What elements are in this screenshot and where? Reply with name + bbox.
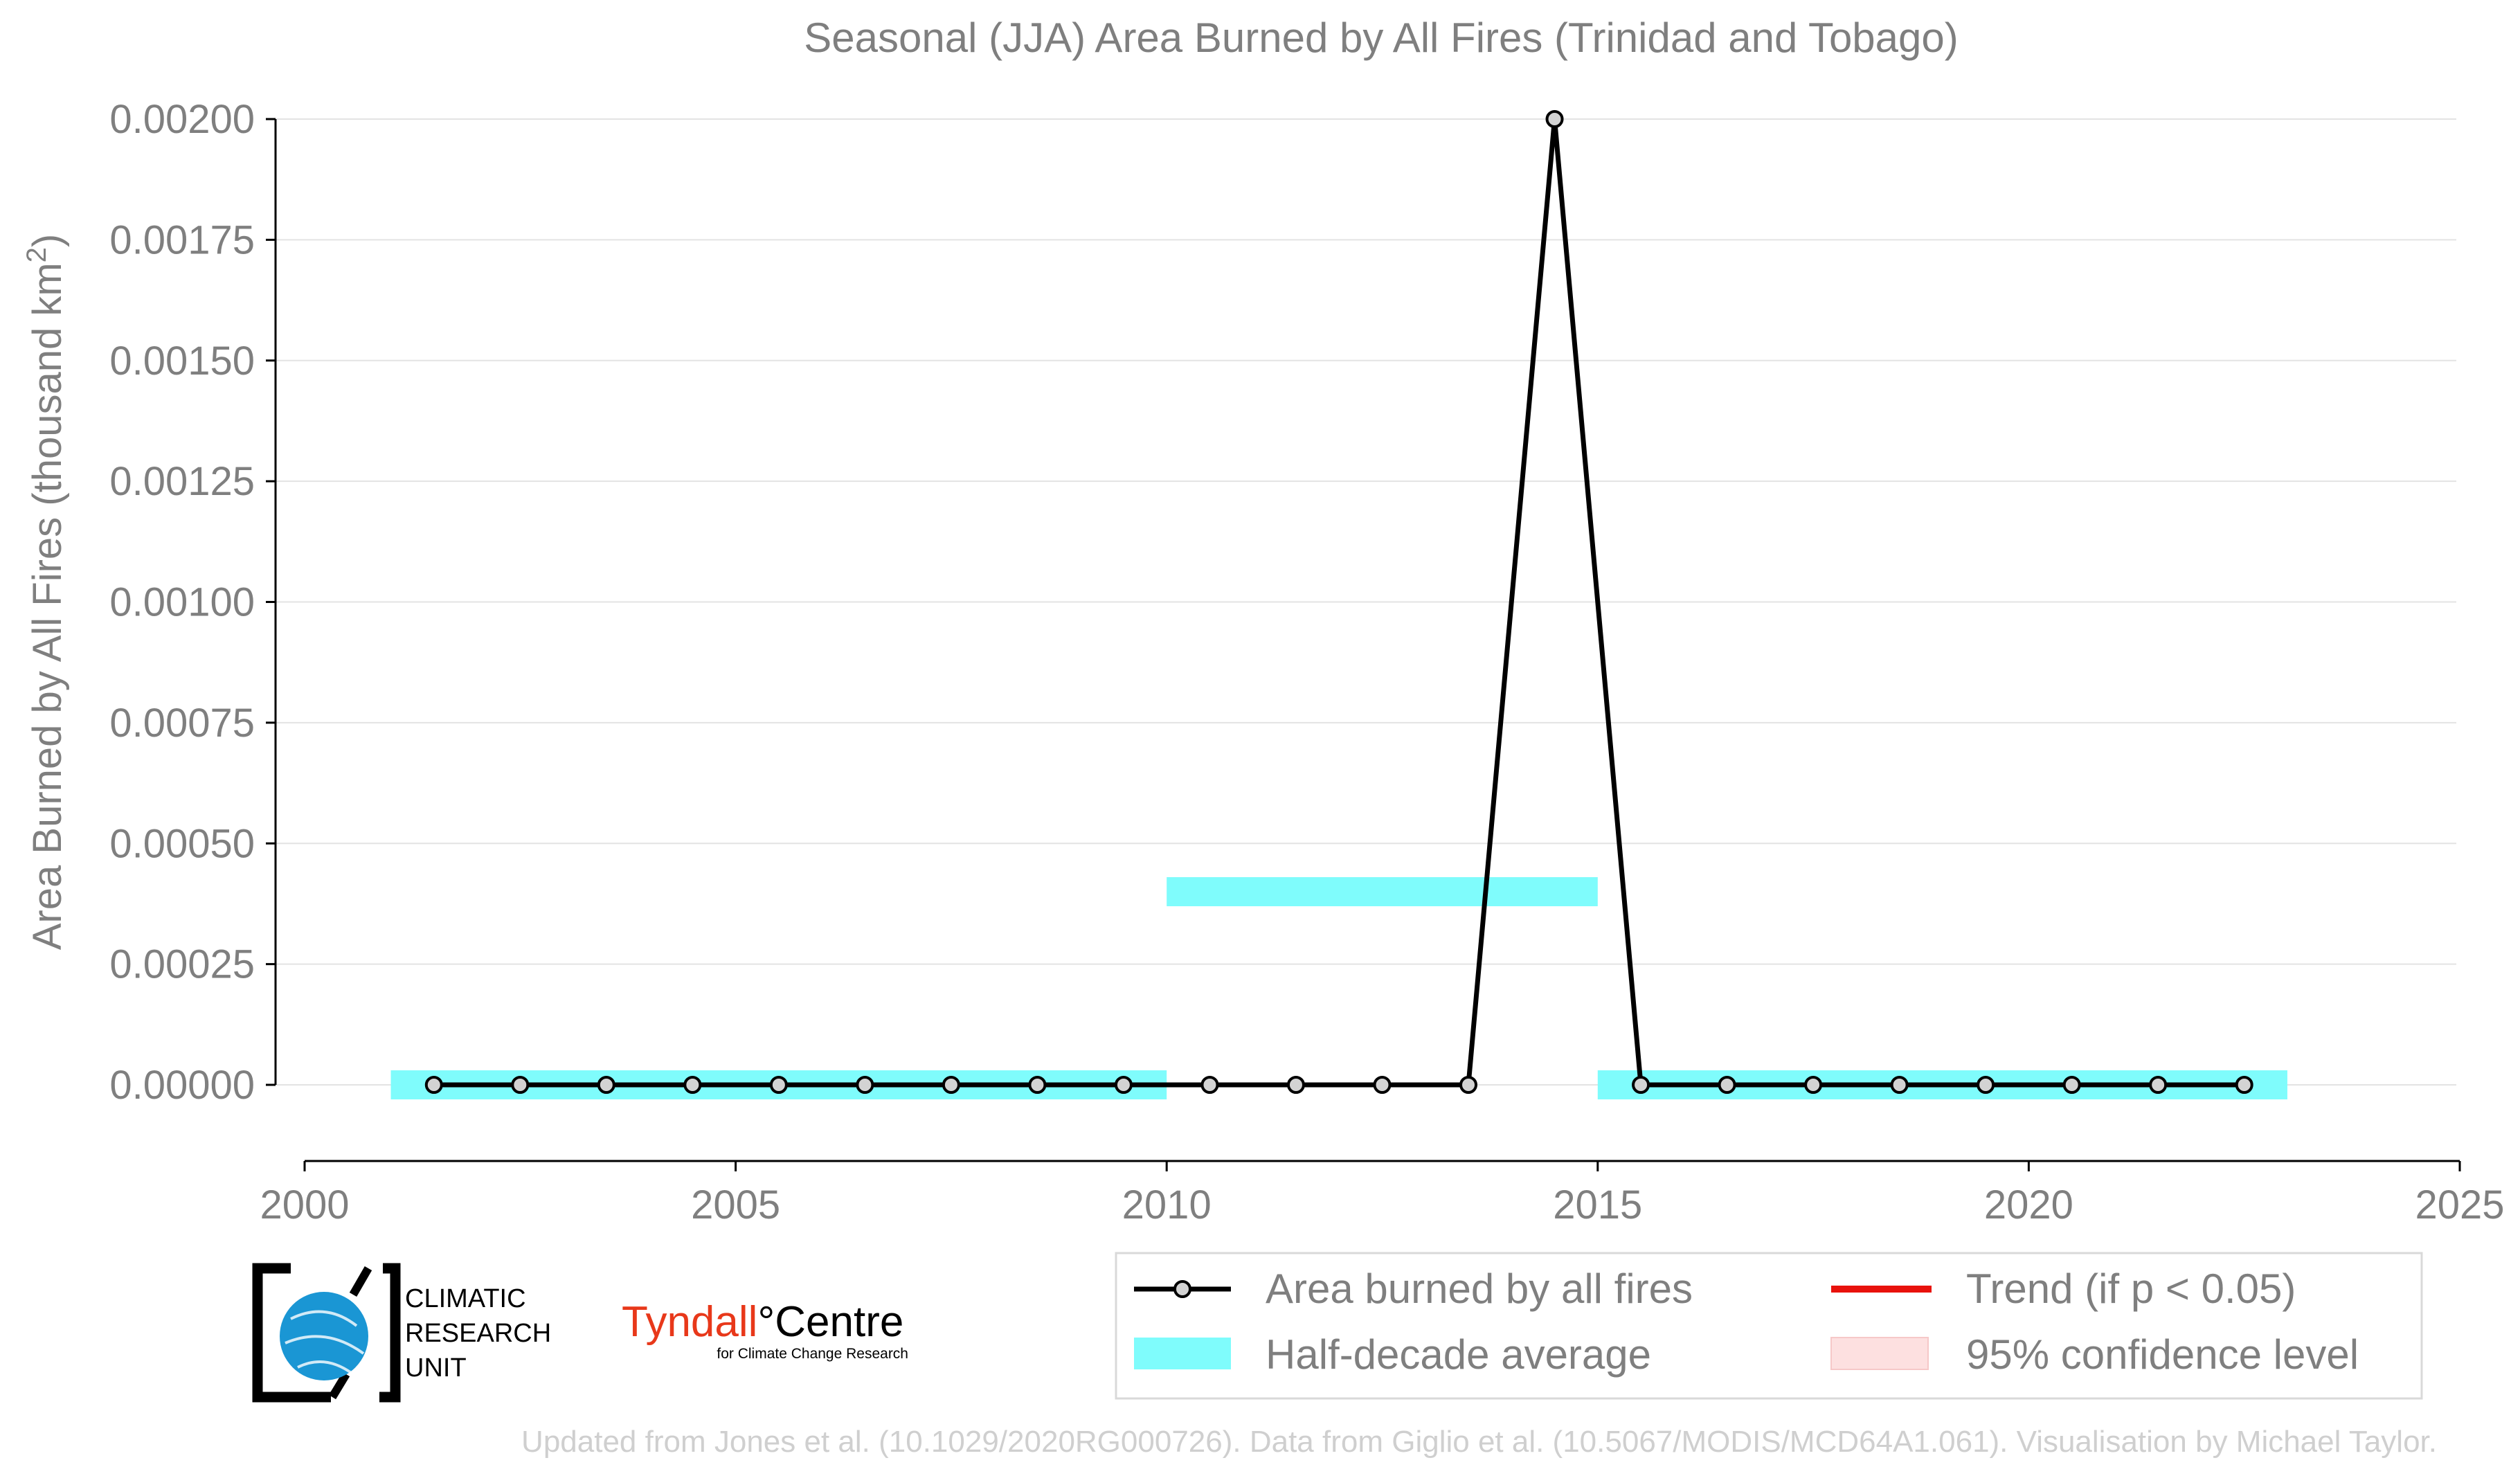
- x-tick-label: 2000: [260, 1182, 349, 1227]
- y-tick-label: 0.00175: [109, 217, 255, 262]
- data-point: [1545, 110, 1564, 128]
- x-tick-label: 2020: [1984, 1182, 2073, 1227]
- y-axis-ticks: 0.00000 0.00025 0.00050 0.00075 0.00100 0.001…: [109, 97, 276, 1108]
- x-tick-label: 2010: [1122, 1182, 1212, 1227]
- legend-box: [1115, 1252, 2423, 1400]
- data-point: [942, 1076, 960, 1094]
- x-tick-label: 2005: [691, 1182, 780, 1227]
- data-point: [1373, 1076, 1392, 1094]
- data-point: [769, 1076, 788, 1094]
- data-point: [1718, 1076, 1736, 1094]
- y-axis-label-superscript: 2: [21, 247, 52, 262]
- y-tick-label: 0.00050: [109, 821, 255, 866]
- y-tick-label: 0.00025: [109, 942, 255, 987]
- data-point: [511, 1076, 530, 1094]
- legend-label-half-decade: Half-decade average: [1266, 1331, 1651, 1378]
- legend-swatch-half-decade: [1134, 1338, 1231, 1369]
- data-point: [597, 1076, 615, 1094]
- tyndall-logo: Tyndall°Centre for Climate Change Resear…: [622, 1298, 908, 1362]
- data-point: [424, 1076, 443, 1094]
- data-point: [1977, 1076, 1995, 1094]
- y-tick-label: 0.00125: [109, 459, 255, 504]
- y-tick-label: 0.00075: [109, 701, 255, 746]
- y-tick-label: 0.00100: [109, 580, 255, 625]
- half-decade-average-bands: [390, 877, 2287, 1099]
- x-tick-label: 2015: [1553, 1182, 1642, 1227]
- data-point: [683, 1076, 702, 1094]
- data-point: [1028, 1076, 1047, 1094]
- data-point: [856, 1076, 874, 1094]
- y-axis-label-close: ): [25, 234, 70, 247]
- data-point: [1890, 1076, 1909, 1094]
- gridlines: [276, 118, 2456, 1086]
- data-point: [1286, 1076, 1305, 1094]
- cru-logo-bracket-left: [252, 1263, 331, 1403]
- data-point: [2062, 1076, 2081, 1094]
- legend-label-trend: Trend (if p < 0.05): [1966, 1266, 2296, 1312]
- cru-logo: CLIMATIC RESEARCH UNIT: [252, 1263, 551, 1403]
- data-point: [1200, 1076, 1219, 1094]
- legend-label-confidence: 95% confidence level: [1966, 1331, 2359, 1378]
- tyndall-wordmark: Tyndall°Centre: [622, 1298, 903, 1346]
- area-burned-markers: [424, 110, 2253, 1094]
- tyndall-degree: °: [757, 1298, 775, 1346]
- y-tick-label: 0.00150: [109, 339, 255, 384]
- cru-logo-slash-bottom: [328, 1371, 350, 1400]
- x-axis-ticks: 2000 2005 2010 2015 2020 2025: [260, 1161, 2505, 1227]
- half-decade-average-band: [1167, 877, 1598, 906]
- cru-logo-bracket-right: [379, 1263, 401, 1403]
- data-point: [2235, 1076, 2253, 1094]
- cru-globe-swirl: [285, 1310, 365, 1376]
- y-tick-label: 0.00000: [109, 1063, 255, 1108]
- data-point: [1632, 1076, 1650, 1094]
- footer-credits: Updated from Jones et al. (10.1029/2020R…: [521, 1425, 2437, 1459]
- legend-swatch-confidence: [1830, 1337, 1929, 1370]
- y-tick-label: 0.00200: [109, 97, 255, 142]
- tyndall-main: Tyndall: [622, 1298, 757, 1346]
- legend-swatch-area-burned-marker: [1173, 1280, 1191, 1298]
- data-point: [1459, 1076, 1478, 1094]
- tyndall-subtitle: for Climate Change Research: [717, 1346, 908, 1362]
- data-point: [2149, 1076, 2168, 1094]
- cru-label-line-2: RESEARCH: [405, 1319, 551, 1348]
- cru-label-line-1: CLIMATIC: [405, 1284, 526, 1313]
- y-axis-label: Area Burned by All Fires (thousand km2): [21, 234, 70, 951]
- data-point: [1114, 1076, 1133, 1094]
- data-point: [1804, 1076, 1823, 1094]
- legend-label-area-burned: Area burned by all fires: [1266, 1266, 1693, 1312]
- x-tick-label: 2025: [2415, 1182, 2504, 1227]
- legend: Area burned by all fires Trend (if p < 0…: [1115, 1252, 2423, 1400]
- tyndall-centre: Centre: [775, 1298, 903, 1346]
- cru-logo-slash-top: [349, 1266, 372, 1297]
- chart-title: Seasonal (JJA) Area Burned by All Fires …: [804, 15, 1959, 61]
- y-axis-label-main: Area Burned by All Fires (thousand km: [25, 262, 70, 950]
- cru-label-line-3: UNIT: [405, 1353, 467, 1383]
- area-burned-line: [433, 118, 2244, 1088]
